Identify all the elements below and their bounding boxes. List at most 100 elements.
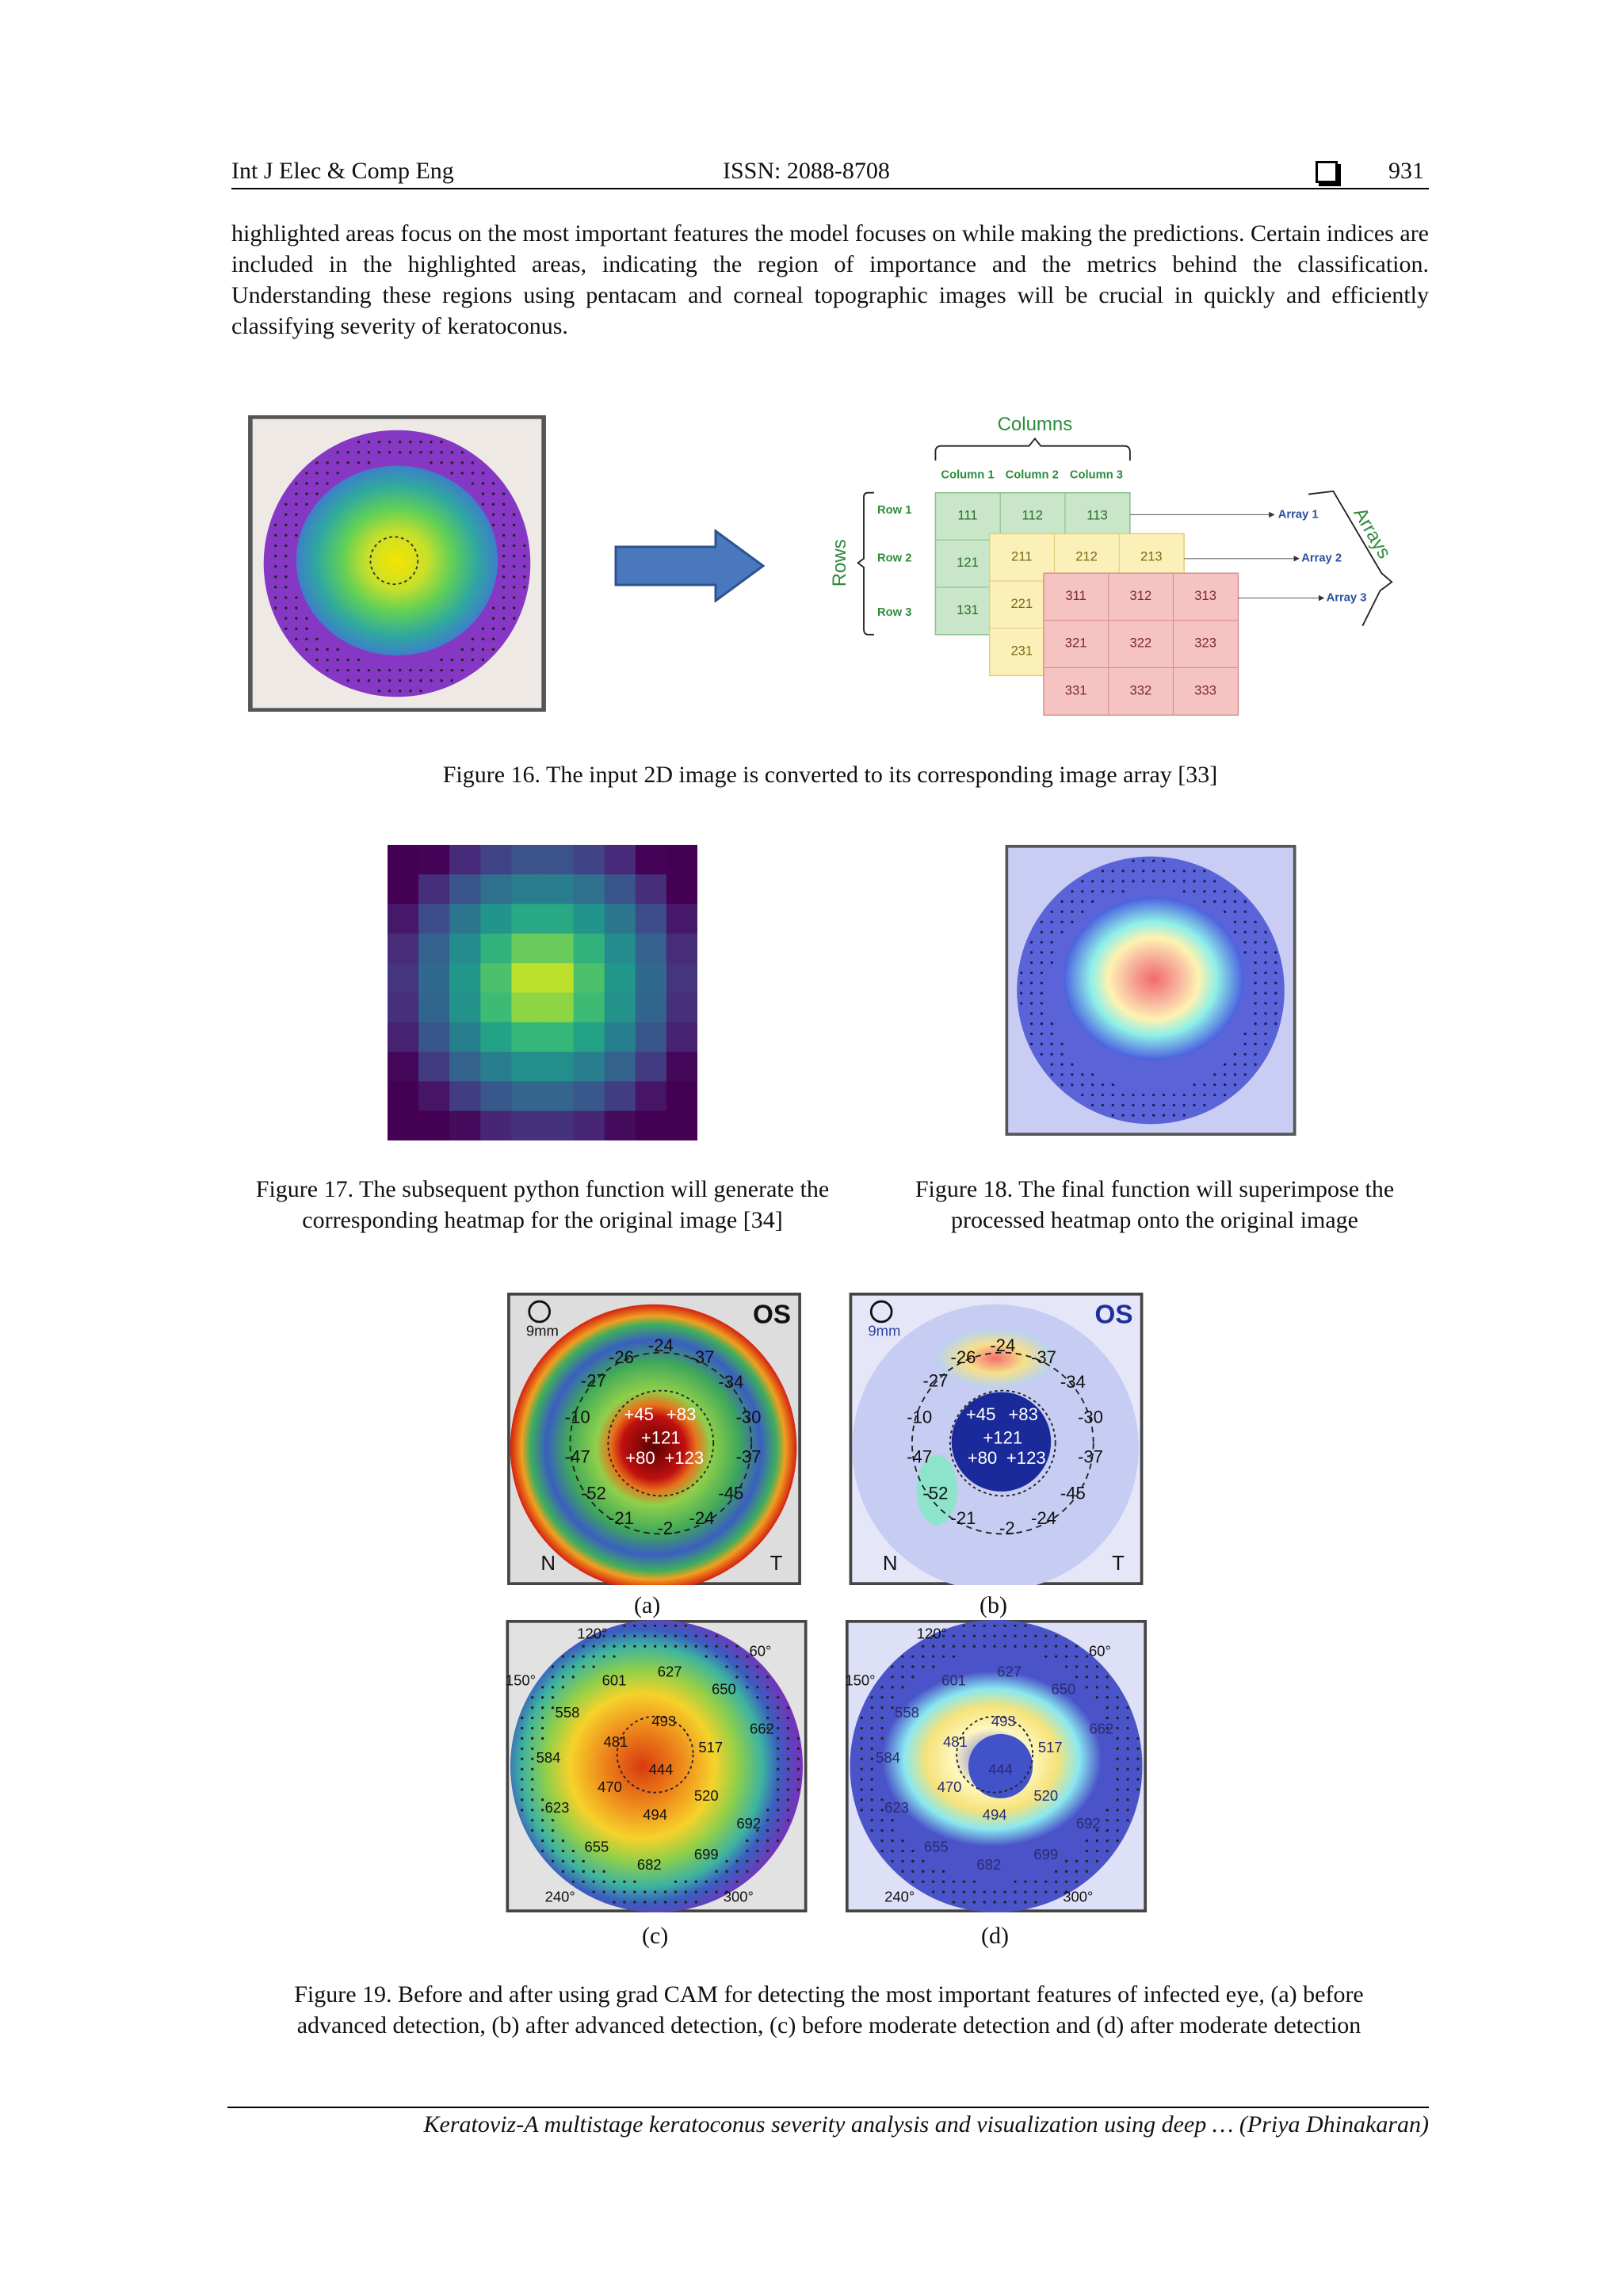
dot <box>776 1798 780 1801</box>
eye-label: OS <box>1095 1300 1133 1329</box>
dot <box>551 1696 555 1699</box>
dot <box>1182 880 1186 883</box>
heat-cell <box>418 992 450 1023</box>
dot <box>1126 1736 1129 1740</box>
dot <box>592 1890 595 1893</box>
dot <box>440 658 443 662</box>
dot <box>1116 1716 1119 1720</box>
map-value: -27 <box>922 1370 948 1390</box>
map-value: +83 <box>666 1404 697 1424</box>
dot <box>1264 1022 1267 1026</box>
dot <box>357 461 361 464</box>
dot <box>1152 880 1155 883</box>
dot <box>705 1634 708 1637</box>
dot <box>901 1839 904 1843</box>
dot <box>756 1859 759 1863</box>
dot <box>1106 1829 1109 1832</box>
dot <box>1223 900 1227 904</box>
dot <box>1040 1022 1044 1026</box>
topography-image <box>248 415 546 712</box>
dot <box>735 1859 739 1863</box>
dot <box>901 1849 904 1853</box>
dot <box>1136 1767 1140 1771</box>
dot <box>540 1736 544 1740</box>
dot <box>285 606 288 609</box>
dot <box>1064 1645 1068 1648</box>
dot <box>315 461 319 464</box>
dot <box>531 1788 534 1791</box>
dot <box>315 472 319 475</box>
dot <box>285 523 288 527</box>
dot <box>983 1890 986 1893</box>
dot <box>419 679 422 682</box>
dot <box>295 617 298 620</box>
heat-cell <box>635 904 667 934</box>
dot <box>1095 1696 1098 1699</box>
dot <box>1193 880 1196 883</box>
dot <box>1243 1042 1247 1046</box>
dot <box>1054 1655 1058 1658</box>
dot <box>326 648 329 651</box>
dot <box>643 1890 647 1893</box>
dot <box>766 1839 769 1843</box>
zone-ring <box>949 1389 1056 1497</box>
dot <box>1064 1655 1068 1658</box>
dot <box>561 1686 565 1689</box>
dot <box>1274 1002 1277 1005</box>
dot <box>1003 1901 1006 1904</box>
dot <box>1029 1032 1033 1036</box>
dot <box>460 461 464 464</box>
dot <box>1142 1103 1145 1107</box>
dot <box>1085 1675 1089 1679</box>
dot <box>460 451 464 454</box>
dot <box>409 440 412 444</box>
figure-caption: Figure 18. The final function will super… <box>915 1176 1395 1233</box>
dot <box>531 1829 534 1832</box>
dot <box>1040 1002 1044 1005</box>
map-value: 655 <box>924 1839 949 1855</box>
dot <box>1034 1645 1037 1648</box>
dot <box>870 1778 873 1781</box>
dot <box>694 1880 697 1883</box>
dot <box>623 1645 626 1648</box>
dot <box>941 1645 945 1648</box>
dot <box>1213 900 1216 904</box>
dot <box>1090 1073 1094 1076</box>
dot <box>571 1880 575 1883</box>
dot <box>1274 991 1277 995</box>
dot <box>491 637 495 641</box>
dot <box>1172 880 1176 883</box>
dot <box>1126 1788 1129 1791</box>
map-value: 650 <box>712 1680 736 1697</box>
degree-label: 120° <box>917 1625 947 1641</box>
dot <box>776 1767 780 1771</box>
dot <box>1090 1103 1094 1107</box>
map-value: 517 <box>1038 1739 1063 1755</box>
heat-cell <box>480 904 512 934</box>
dot <box>273 606 277 609</box>
dot <box>1243 1063 1247 1066</box>
dot <box>513 606 516 609</box>
dot <box>1071 920 1074 923</box>
dot <box>1050 1032 1053 1036</box>
dot <box>571 1849 575 1853</box>
dot <box>326 482 329 485</box>
dot <box>983 1634 986 1637</box>
dot <box>1274 1022 1277 1026</box>
dot <box>932 1665 935 1668</box>
dot <box>891 1665 894 1668</box>
heat-cell <box>449 904 481 934</box>
dot <box>336 658 339 662</box>
dot <box>592 1634 595 1637</box>
dot <box>613 1890 616 1893</box>
dot <box>1024 1634 1027 1637</box>
dot <box>551 1819 555 1822</box>
dot <box>346 658 349 662</box>
dot <box>1054 1645 1058 1648</box>
heat-cell <box>635 845 667 875</box>
dot <box>1014 1634 1017 1637</box>
map-disc <box>510 1304 797 1585</box>
dot <box>880 1706 884 1710</box>
topography-image: OS 9mm N T -26 -24 -37 -27 -34 -10 -30 +45 +83 +121+8… <box>507 1293 801 1585</box>
dot <box>891 1675 894 1679</box>
